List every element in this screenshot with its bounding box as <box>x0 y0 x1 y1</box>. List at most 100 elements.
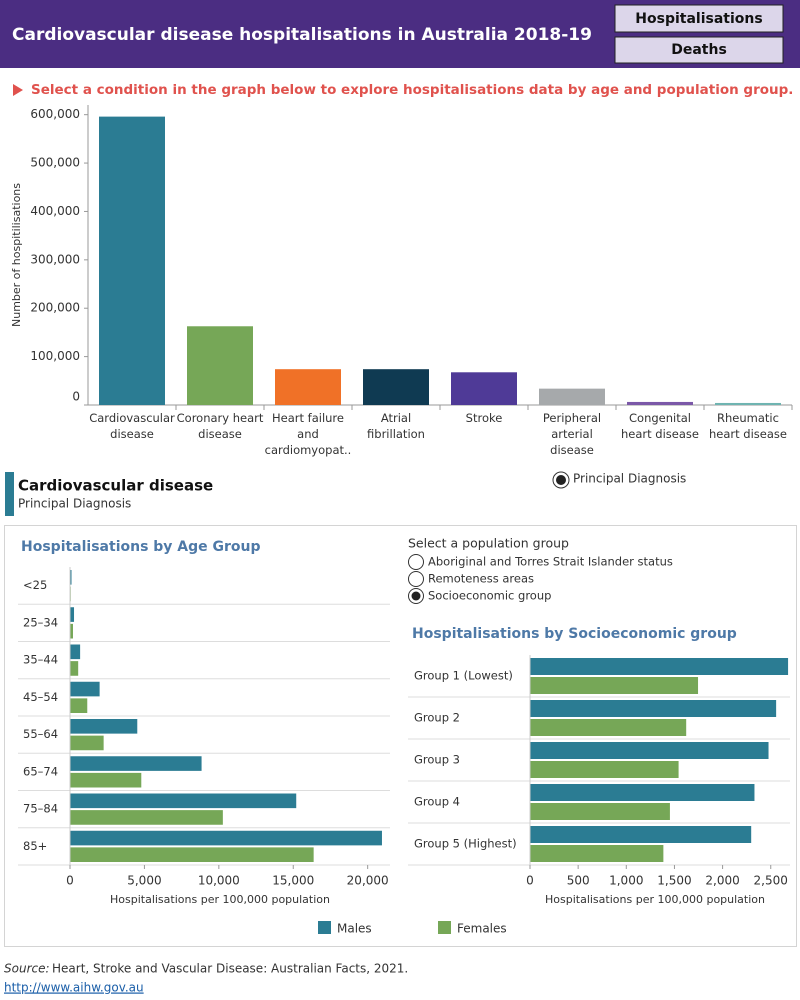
x-tick-label: 20,000 <box>347 874 389 888</box>
y-tick-label: 85+ <box>23 839 47 853</box>
y-tick-label: 45–54 <box>23 690 58 704</box>
x-tick-label: 1,000 <box>609 874 643 888</box>
x-tick-label[interactable]: Congenital heart disease <box>621 411 699 441</box>
bar <box>70 623 73 639</box>
bar[interactable] <box>715 402 781 405</box>
x-axis-label: Hospitalisations per 100,000 population <box>110 893 330 906</box>
source-prefix: Source: <box>4 962 50 976</box>
bar <box>530 761 679 778</box>
bar <box>70 698 88 713</box>
radio-group-label: Select a population group <box>408 536 569 551</box>
bar <box>70 719 138 734</box>
x-tick-label[interactable]: Rheumatic heart disease <box>709 411 787 441</box>
bar <box>70 756 202 771</box>
page-title: Cardiovascular disease hospitalisations … <box>12 25 592 45</box>
y-tick-label: 600,000 <box>30 107 80 121</box>
y-tick-label: 0 <box>72 390 80 404</box>
bar[interactable] <box>275 369 341 405</box>
bar <box>70 847 314 862</box>
bar <box>530 845 664 862</box>
button-label[interactable]: Hospitalisations <box>635 11 762 27</box>
chart-title: Hospitalisations by Socioeconomic group <box>412 626 737 642</box>
radio-dot[interactable] <box>411 591 421 601</box>
bar[interactable] <box>363 369 429 405</box>
x-tick-label[interactable]: Stroke <box>465 411 503 425</box>
x-tick-label[interactable]: Cardiovascular disease <box>89 411 175 441</box>
y-tick-label: Group 3 <box>414 753 460 767</box>
y-tick-label: 400,000 <box>30 204 80 218</box>
radio[interactable] <box>408 571 424 587</box>
legend-label: Males <box>337 922 372 936</box>
radio-label[interactable]: Remoteness areas <box>428 572 534 586</box>
y-tick-label: Group 5 (Highest) <box>414 837 517 851</box>
bar <box>70 772 142 788</box>
radio-label[interactable]: Principal Diagnosis <box>573 472 686 486</box>
button-label[interactable]: Deaths <box>671 42 727 58</box>
bar <box>530 784 755 801</box>
y-tick-label: 200,000 <box>30 301 80 315</box>
legend-swatch <box>438 921 451 934</box>
source-text: Heart, Stroke and Vascular Disease: Aust… <box>52 962 408 976</box>
arrow-icon <box>13 84 23 96</box>
radio-label[interactable]: Aboriginal and Torres Strait Islander st… <box>428 555 673 569</box>
x-tick-label[interactable]: Peripheral arterial disease <box>542 411 602 457</box>
bar <box>530 719 687 736</box>
bar[interactable] <box>539 388 605 405</box>
radio-dot[interactable] <box>556 475 566 485</box>
y-tick-label: 300,000 <box>30 252 80 266</box>
source-link[interactable]: http://www.aihw.gov.au <box>4 981 144 995</box>
y-axis-label: Number of hospitilisations <box>10 183 23 327</box>
x-tick-label[interactable]: Atrial fibrillation <box>367 411 425 441</box>
x-tick-label: 15,000 <box>272 874 314 888</box>
x-tick-label: 0 <box>526 874 534 888</box>
y-tick-label: Group 4 <box>414 795 460 809</box>
x-tick-label: 1,500 <box>657 874 691 888</box>
y-tick-label: 75–84 <box>23 802 58 816</box>
button-box[interactable] <box>614 36 784 64</box>
button-box[interactable] <box>614 4 784 33</box>
x-axis-label: Hospitalisations per 100,000 population <box>545 893 765 906</box>
button[interactable]: Deaths <box>614 36 784 64</box>
bar[interactable] <box>627 401 693 405</box>
bar <box>530 677 699 694</box>
radio[interactable] <box>408 554 424 570</box>
x-tick-label: 2,000 <box>705 874 739 888</box>
bar <box>70 810 223 825</box>
y-tick-label: 65–74 <box>23 764 58 778</box>
x-tick-label: 5,000 <box>127 874 161 888</box>
x-tick-label: 10,000 <box>198 874 240 888</box>
y-tick-label: 35–44 <box>23 653 58 667</box>
bar <box>70 735 104 751</box>
bar <box>530 742 769 759</box>
bar[interactable] <box>99 116 165 405</box>
bar <box>70 661 79 676</box>
selection-subtitle: Principal Diagnosis <box>18 497 131 511</box>
y-tick-label: 100,000 <box>30 349 80 363</box>
x-tick-label[interactable]: Heart failure and cardiomyopat.. <box>264 411 352 457</box>
button[interactable]: Hospitalisations <box>614 4 784 33</box>
panel-border <box>4 525 797 947</box>
bar <box>70 644 81 660</box>
bar <box>70 570 72 585</box>
y-tick-label: 500,000 <box>30 156 80 170</box>
x-tick-label[interactable]: Coronary heart disease <box>176 411 264 441</box>
bar[interactable] <box>451 372 517 405</box>
y-tick-label: Group 1 (Lowest) <box>414 669 513 683</box>
y-tick-label: Group 2 <box>414 711 460 725</box>
radio-label[interactable]: Socioeconomic group <box>428 589 551 603</box>
legend-label: Females <box>457 922 507 936</box>
bar <box>530 658 789 675</box>
bar[interactable] <box>187 326 253 405</box>
bar <box>530 803 670 820</box>
x-tick-label: 2,500 <box>754 874 788 888</box>
bar <box>70 681 100 697</box>
x-tick-label: 500 <box>567 874 590 888</box>
bar <box>530 700 777 717</box>
selection-marker <box>5 472 14 516</box>
chart-title: Hospitalisations by Age Group <box>21 539 261 555</box>
y-tick-label: 25–34 <box>23 615 58 629</box>
y-tick-label: <25 <box>23 578 47 592</box>
selection-title: Cardiovascular disease <box>18 477 213 495</box>
